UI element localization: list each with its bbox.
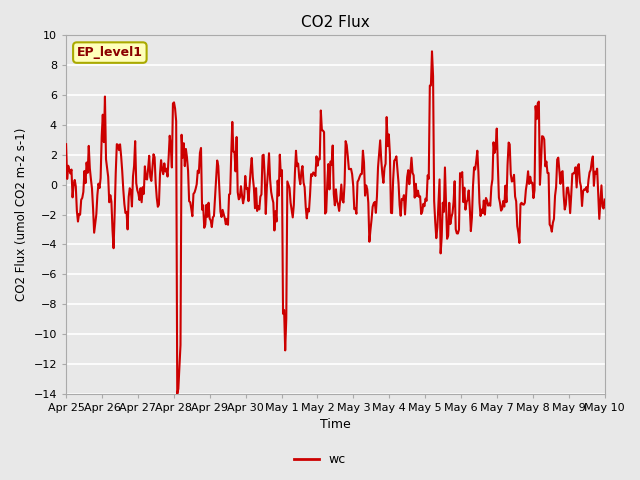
X-axis label: Time: Time	[320, 419, 351, 432]
Legend: wc: wc	[289, 448, 351, 471]
Y-axis label: CO2 Flux (umol CO2 m-2 s-1): CO2 Flux (umol CO2 m-2 s-1)	[15, 128, 28, 301]
Text: EP_level1: EP_level1	[77, 46, 143, 59]
Title: CO2 Flux: CO2 Flux	[301, 15, 370, 30]
